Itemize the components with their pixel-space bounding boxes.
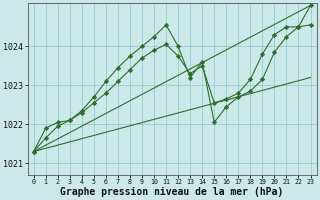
X-axis label: Graphe pression niveau de la mer (hPa): Graphe pression niveau de la mer (hPa) (60, 186, 284, 197)
